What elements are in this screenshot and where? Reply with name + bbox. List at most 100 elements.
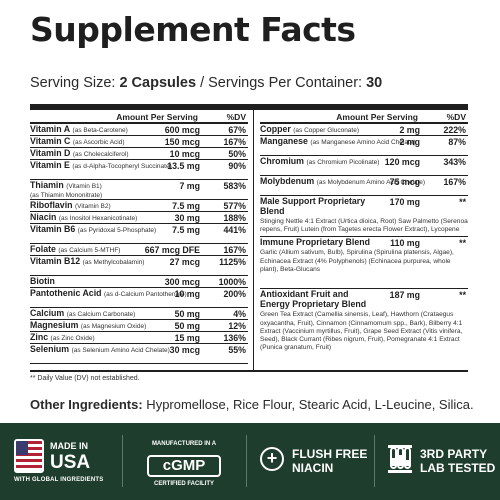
nutrient-source: (as Cholecalciferol) xyxy=(72,151,129,158)
supplement-facts-panel: Amount Per Serving %DV Vitamin A (as Bet… xyxy=(30,104,468,372)
nutrient-amount: 7.5 mg xyxy=(172,201,200,211)
nutrient-row: Chromium (as Chromium Picolinate) 120 mcg… xyxy=(260,156,468,176)
nutrient-source: (as Manganese Amino Acid Chelate) xyxy=(310,139,416,146)
cgmp-label: cGMP xyxy=(147,455,221,477)
nutrient-dv: 577% xyxy=(223,201,247,211)
nutrient-source: (Vitamin B2) xyxy=(74,203,111,210)
serving-size-label: Serving Size: xyxy=(30,75,120,91)
nutrient-dv: 167% xyxy=(223,245,247,255)
nutrient-amount: 600 mcg xyxy=(164,125,200,135)
nutrient-source: (as Inositol Hexanicotinate) xyxy=(58,215,138,222)
lab-tested-text: 3RD PARTY LAB TESTED xyxy=(420,447,496,475)
blend-dv: ** xyxy=(459,197,466,207)
nutrient-row: Vitamin B6 (as Pyridoxal 5-Phosphate) 7.5… xyxy=(30,224,248,244)
nutrient-row: Niacin (as Inositol Hexanicotinate) 30 mg… xyxy=(30,212,248,224)
cgmp-bottom-text: CERTIFIED FACILITY xyxy=(154,481,214,487)
nutrient-source: (as Zinc Oxide) xyxy=(50,335,95,342)
blend-row: Male Support Proprietary Blend 170 mg ** St… xyxy=(260,196,468,238)
footnote: ** Daily Value (DV) not established. xyxy=(30,375,140,382)
nutrient-dv: 87% xyxy=(448,137,466,147)
nutrient-row: Zinc (as Zinc Oxide) 15 mg 136% xyxy=(30,332,248,344)
nutrient-dv: 167% xyxy=(443,177,467,187)
nutrient-amount: 150 mcg xyxy=(164,137,200,147)
nutrient-amount: 10 mcg xyxy=(169,149,200,159)
blend-row: Antioxidant Fruit and Energy Proprietary… xyxy=(260,289,468,354)
nutrient-amount: 667 mcg DFE xyxy=(144,245,200,255)
nutrient-row: Vitamin C (as Ascorbic Acid) 150 mcg 167% xyxy=(30,136,248,148)
nutrient-source: (as Calcium Carbonate) xyxy=(66,311,136,318)
blend-dv: ** xyxy=(459,238,466,249)
nutrient-source: (as Selenium Amino Acid Chelate) xyxy=(71,347,170,354)
nutrient-name: Selenium xyxy=(30,344,70,354)
plus-icon: + xyxy=(260,447,284,471)
lab-tested-badge: 3RD PARTY LAB TESTED xyxy=(376,423,500,500)
nutrient-name: Biotin xyxy=(30,276,55,286)
right-column: Amount Per Serving %DV Copper (as Copper… xyxy=(260,110,468,354)
serving-size-value: 2 Capsules xyxy=(119,75,197,91)
nutrient-source-detail: (as Thiamin Mononitrate) xyxy=(30,192,103,199)
nutrient-name: Zinc xyxy=(30,332,49,342)
nutrient-amount: 27 mcg xyxy=(169,257,200,267)
nutrient-row: Manganese (as Manganese Amino Acid Chela… xyxy=(260,136,468,156)
nutrient-dv: 4% xyxy=(233,309,246,319)
nutrient-amount: 50 mg xyxy=(174,321,200,331)
nutrient-amount: 120 mcg xyxy=(384,157,420,167)
nutrient-name: Chromium xyxy=(260,156,304,166)
nutrient-name: Molybdenum xyxy=(260,176,315,186)
nutrient-dv: 200% xyxy=(223,289,247,299)
global-ingredients-text: WITH GLOBAL INGREDIENTS xyxy=(14,477,104,483)
blend-amount: 110 mg xyxy=(390,238,420,249)
servings-per-container-value: 30 xyxy=(366,75,383,91)
nutrient-name: Vitamin D xyxy=(30,148,71,158)
blend-amount: 187 mg xyxy=(389,290,420,301)
serving-info: Serving Size: 2 Capsules / Servings Per … xyxy=(30,75,382,91)
nutrient-name: Riboflavin xyxy=(30,200,73,210)
nutrient-amount: 7.5 mg xyxy=(172,225,200,235)
nutrient-dv: 1000% xyxy=(218,277,246,287)
made-in-usa-badge: MADE IN USA WITH GLOBAL INGREDIENTS xyxy=(0,423,122,500)
blend-ingredients: Green Tea Extract (Camellia sinensis, Le… xyxy=(260,311,463,352)
nutrient-source: (as Chromium Picolinate) xyxy=(306,159,380,166)
blend-ingredients: Stinging Nettle 4:1 Extract (Urtica dioi… xyxy=(260,218,468,234)
flush-free-niacin-badge: + FLUSH FREE NIACIN xyxy=(250,423,372,500)
nutrient-name: Copper xyxy=(260,124,291,134)
table-header-left: Amount Per Serving %DV xyxy=(30,110,248,124)
nutrient-source: (as Magnesium Oxide) xyxy=(80,323,147,330)
nutrient-source: (as Calcium 5-MTHF) xyxy=(58,247,121,254)
nutrient-row: Vitamin E (as d-Alpha-Tocopheryl Succina… xyxy=(30,160,248,180)
badge-banner: MADE IN USA WITH GLOBAL INGREDIENTS MANU… xyxy=(0,423,500,500)
nutrient-row: Molybdenum (as Molybdenum Amino Acid Che… xyxy=(260,176,468,196)
blend-amount: 170 mg xyxy=(389,197,420,207)
nutrient-source: (as Molybdenum Amino Acid Chelate) xyxy=(316,179,426,186)
nutrient-dv: 583% xyxy=(223,181,247,191)
nutrient-name: Niacin xyxy=(30,212,57,222)
nutrient-row: Folate (as Calcium 5-MTHF) 667 mcg DFE 167… xyxy=(30,244,248,256)
nutrient-name: Vitamin A xyxy=(30,124,71,134)
nutrient-dv: 90% xyxy=(228,161,246,171)
blend-name: Immune Proprietary Blend xyxy=(260,237,370,248)
badge-divider xyxy=(246,435,247,487)
nutrient-name: Vitamin B12 xyxy=(30,256,81,266)
nutrient-source: (as Ascorbic Acid) xyxy=(72,139,125,146)
nutrient-dv: 50% xyxy=(228,149,246,159)
serving-separator: / xyxy=(196,75,209,91)
badge-divider xyxy=(122,435,123,487)
column-divider xyxy=(253,110,254,370)
nutrient-name: Vitamin B6 xyxy=(30,224,76,234)
nutrient-row: Calcium (as Calcium Carbonate) 50 mg 4% xyxy=(30,308,248,320)
nutrient-dv: 343% xyxy=(443,157,467,167)
nutrient-dv: 67% xyxy=(228,125,246,135)
nutrient-source: (as d-Calcium Pantothenate) xyxy=(103,291,187,298)
nutrient-name: Pantothenic Acid xyxy=(30,288,102,298)
nutrient-dv: 167% xyxy=(223,137,247,147)
nutrient-dv: 441% xyxy=(223,225,247,235)
table-header-right: Amount Per Serving %DV xyxy=(260,110,468,124)
nutrient-source: (Vitamin B1) xyxy=(66,183,102,190)
nutrient-amount: 75 mcg xyxy=(389,177,420,187)
made-in-usa-text: MADE IN USA xyxy=(50,441,91,473)
left-nutrient-rows: Vitamin A (as Beta-Carotene) 600 mcg 67% Vi… xyxy=(30,124,248,364)
amount-header: Amount Per Serving xyxy=(116,112,198,122)
flush-free-niacin-text: FLUSH FREE NIACIN xyxy=(292,447,368,475)
nutrient-source: (as Copper Gluconate) xyxy=(293,127,360,134)
servings-per-container-label: Servings Per Container: xyxy=(208,75,367,91)
